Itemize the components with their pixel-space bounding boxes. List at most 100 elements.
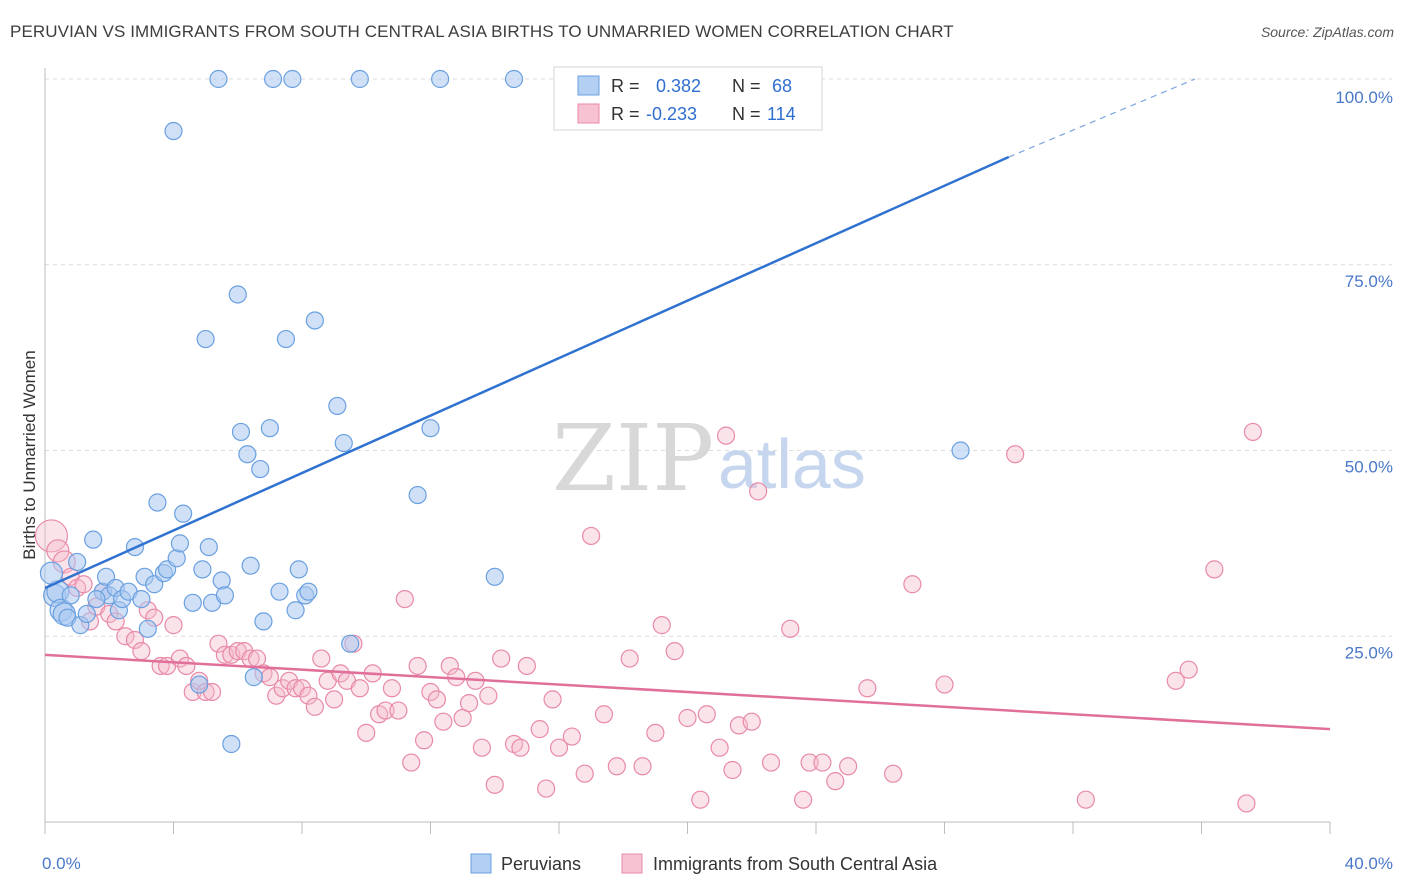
immigrant-point (742, 712, 761, 731)
immigrant-point (267, 686, 286, 705)
immigrant-point (813, 753, 832, 772)
peruvian-point (238, 445, 257, 464)
immigrant-point (826, 772, 845, 791)
peruvian-point (212, 571, 231, 590)
peruvian-point (350, 69, 369, 89)
immigrant-point (459, 694, 479, 713)
peruvian-point (138, 619, 157, 638)
peruvian-point (167, 549, 186, 568)
bottom-legend-swatch-peruvians (470, 853, 492, 874)
immigrant-point (935, 675, 954, 694)
peruvian-point (431, 69, 450, 89)
legend-n-label-2: N = (732, 104, 761, 124)
immigrant-point (665, 642, 684, 661)
immigrant-point (697, 705, 716, 724)
chart-title: PERUVIAN VS IMMIGRANTS FROM SOUTH CENTRA… (10, 22, 954, 41)
watermark-zip: ZIP (552, 405, 714, 512)
immigrant-point (652, 616, 671, 635)
immigrant-point (794, 790, 813, 809)
immigrant-point (414, 731, 434, 750)
chart-source: Source: ZipAtlas.com (1260, 24, 1394, 40)
series-legend: Peruvians Immigrants from South Central … (470, 853, 938, 874)
immigrant-point (582, 526, 601, 546)
legend-r-label-1: R = (611, 76, 640, 96)
peruvian-point (504, 69, 524, 89)
stats-legend: R = 0.382 N = 68 R = -0.233 N = 114 (553, 66, 823, 131)
immigrant-point (530, 720, 549, 739)
peruvian-point (408, 485, 427, 505)
immigrant-point (492, 649, 511, 668)
immigrant-point (839, 757, 858, 776)
peruvian-point (334, 433, 353, 453)
immigrant-point (1205, 560, 1224, 579)
legend-r-value-2: -0.233 (646, 104, 697, 124)
immigrant-point (710, 738, 729, 757)
legend-swatch-immigrants (577, 103, 600, 124)
immigrant-point (903, 575, 922, 594)
immigrant-point (395, 589, 414, 609)
immigrant-point (479, 686, 498, 705)
immigrant-point (517, 656, 536, 676)
immigrant-point (312, 649, 331, 668)
immigrant-point (537, 779, 556, 798)
peruvian-point (951, 441, 970, 460)
immigrant-point (511, 738, 530, 757)
immigrant-point (132, 642, 151, 661)
immigrant-point (209, 634, 228, 653)
immigrant-point (389, 701, 408, 720)
immigrant-point (164, 616, 183, 635)
immigrant-point (1166, 671, 1185, 690)
peruvian-point (199, 537, 218, 557)
legend-r-label-2: R = (611, 104, 640, 124)
bottom-legend-immigrants: Immigrants from South Central Asia (653, 854, 938, 874)
immigrant-point (858, 679, 877, 698)
immigrant-point (562, 727, 581, 746)
immigrant-point (472, 738, 491, 757)
y-tick-label: 50.0% (1345, 458, 1393, 477)
peruvian-point (228, 285, 247, 304)
immigrant-point (485, 775, 504, 794)
peruvian-point (270, 582, 289, 601)
peruvian-point (190, 675, 209, 694)
immigrant-point (800, 753, 819, 772)
immigrant-point (325, 690, 344, 709)
x-tick-label-min: 0.0% (42, 854, 81, 873)
immigrant-point (292, 679, 312, 698)
immigrant-point (716, 426, 736, 445)
bottom-legend-peruvians: Peruvians (501, 854, 581, 874)
peruvian-point (485, 567, 504, 586)
peruvian-point (61, 586, 80, 605)
immigrant-point (749, 482, 768, 501)
peruvian-point (263, 69, 283, 89)
bottom-legend-swatch-immigrants (621, 853, 643, 874)
immigrant-point (177, 656, 196, 676)
peruvian-point (132, 589, 151, 609)
peruvian-point (87, 589, 106, 609)
immigrant-point (678, 708, 697, 728)
peruvian-point (341, 634, 360, 653)
immigrant-point (427, 690, 447, 709)
immigrant-point (1179, 660, 1198, 679)
immigrant-point (723, 760, 742, 780)
immigrant-point (382, 679, 402, 698)
immigrant-point (421, 682, 440, 702)
peruvian-point (215, 586, 234, 605)
peruvian-point (289, 560, 308, 579)
peruvian-point (254, 612, 273, 631)
legend-n-label-1: N = (732, 76, 761, 96)
immigrant-point (125, 630, 145, 650)
peruvian-point (283, 69, 302, 89)
gridlines (45, 78, 1392, 637)
legend-n-value-1: 68 (772, 76, 792, 96)
y-axis: 25.0% 50.0% 75.0% 100.0% (44, 68, 1393, 824)
peruvian-point (231, 422, 251, 442)
immigrant-point (594, 705, 614, 724)
immigrant-trend-line (44, 653, 1331, 731)
peruvian-point (276, 329, 296, 349)
immigrant-point (607, 757, 626, 776)
immigrant-point (46, 539, 70, 563)
immigrant-point (402, 753, 421, 772)
immigrant-point (116, 627, 135, 646)
y-tick-label: 25.0% (1345, 643, 1393, 662)
